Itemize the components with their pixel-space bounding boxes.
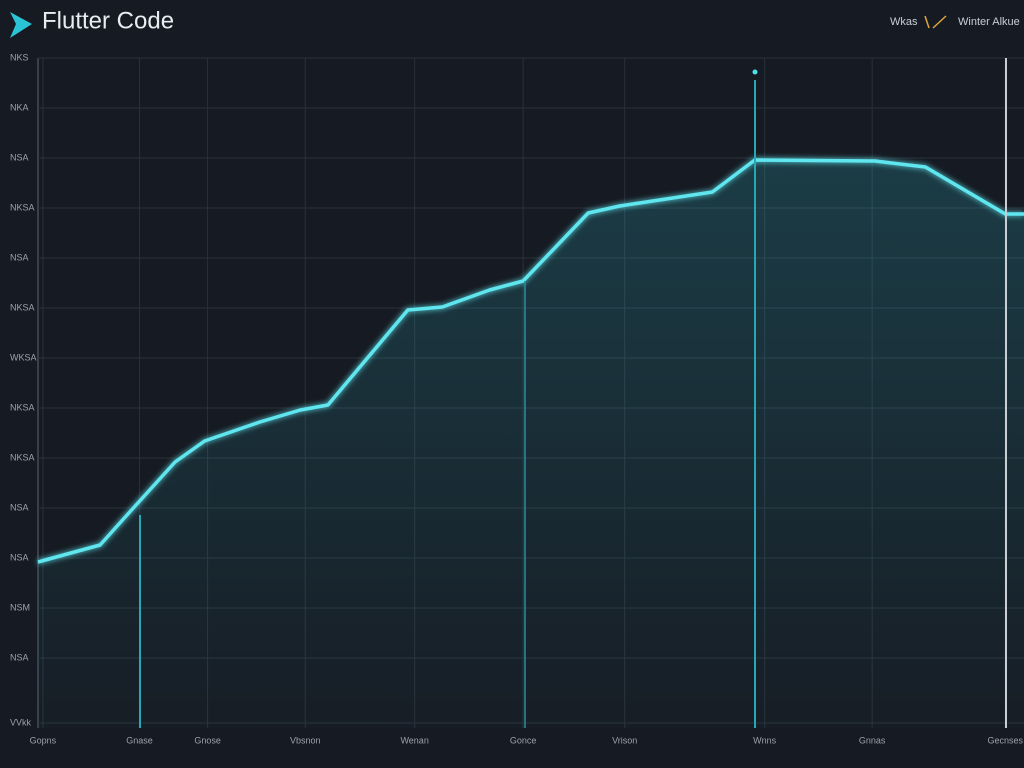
x-tick-label: Gnose	[194, 735, 221, 745]
header-icon	[924, 15, 947, 29]
y-tick-label: NSA	[10, 152, 29, 162]
marker-dot	[752, 69, 758, 75]
y-tick-label: NSM	[10, 602, 30, 612]
y-tick-label: VVkk	[10, 717, 32, 727]
y-tick-label: NSA	[10, 652, 29, 662]
x-tick-label: Gnnas	[859, 735, 886, 745]
x-tick-label: Wenan	[400, 735, 428, 745]
y-tick-label: WKSA	[10, 352, 37, 362]
x-tick-label: Gonce	[510, 735, 537, 745]
y-tick-label: NKA	[10, 102, 29, 112]
y-tick-label: NSA	[10, 252, 29, 262]
y-tick-label: NSA	[10, 502, 29, 512]
app-title: Flutter Code	[42, 7, 174, 34]
line	[37, 158, 1024, 564]
x-tick-label: Gecnses	[988, 735, 1024, 745]
logo	[10, 12, 32, 38]
y-tick-label: NKSA	[10, 402, 35, 412]
y-tick-label: NKSA	[10, 302, 35, 312]
y-tick-label: NKS	[10, 52, 29, 62]
header-item[interactable]: Winter Alkue	[958, 16, 1020, 28]
x-tick-label: Vbsnon	[290, 735, 321, 745]
area	[38, 160, 1024, 728]
x-tick-label: Wnns	[753, 735, 777, 745]
y-tick-label: NKSA	[10, 202, 35, 212]
x-tick-label: Gopns	[30, 735, 57, 745]
x-tick-label: Gnase	[126, 735, 153, 745]
header-item[interactable]: Wkas	[890, 16, 918, 28]
x-tick-label: Vrison	[612, 735, 637, 745]
y-tick-label: NSA	[10, 552, 29, 562]
y-tick-label: NKSA	[10, 452, 35, 462]
